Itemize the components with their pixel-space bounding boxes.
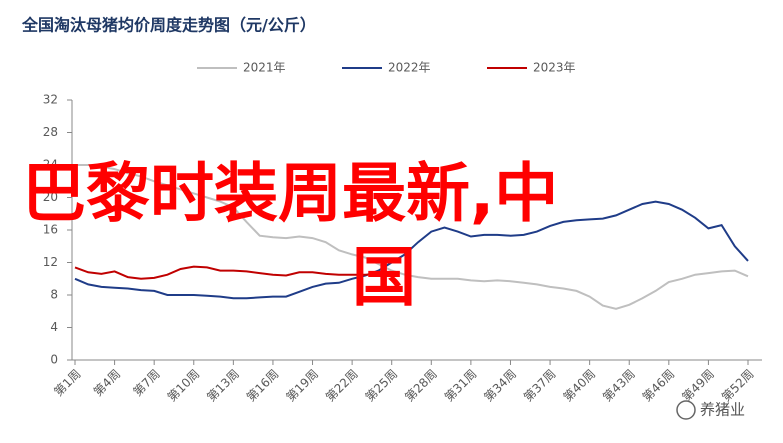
y-tick-label: 8	[50, 288, 58, 302]
x-tick-label: 第46周	[640, 367, 678, 405]
series-line	[74, 265, 379, 280]
series-line	[75, 164, 749, 310]
legend-label: 2022年	[388, 61, 431, 75]
x-tick-label: 第49周	[679, 367, 717, 405]
y-tick-label: 28	[43, 125, 58, 139]
y-tick-label: 12	[43, 255, 58, 269]
overlay-text: 巴黎时装周最新,中	[22, 158, 558, 232]
x-tick-label: 第52周	[719, 367, 757, 405]
legend-label: 2023年	[533, 61, 576, 75]
legend-label: 2021年	[243, 61, 286, 75]
x-tick-label: 第19周	[283, 367, 321, 405]
x-tick-label: 第34周	[481, 367, 519, 405]
x-tick-label: 第1周	[51, 367, 83, 399]
y-tick-label: 4	[50, 320, 58, 334]
x-tick-label: 第40周	[561, 367, 599, 405]
y-tick-label: 0	[50, 353, 58, 367]
overlay-text: 国	[352, 242, 416, 316]
y-tick-label: 16	[43, 223, 58, 237]
watermark: 养猪业	[700, 401, 745, 419]
x-tick-label: 第43周	[600, 367, 638, 405]
y-tick-label: 24	[43, 158, 58, 172]
x-tick-label: 第37周	[521, 367, 559, 405]
x-tick-label: 第25周	[363, 367, 401, 405]
watermark-icon	[676, 400, 696, 420]
x-tick-label: 第4周	[91, 367, 123, 399]
x-tick-label: 第22周	[323, 367, 361, 405]
y-tick-label: 20	[43, 190, 58, 204]
x-tick-label: 第7周	[130, 367, 162, 399]
x-tick-label: 第13周	[204, 367, 242, 405]
y-tick-label: 32	[43, 93, 58, 107]
x-tick-label: 第10周	[165, 367, 203, 405]
x-tick-label: 第31周	[442, 367, 480, 405]
x-tick-label: 第16周	[244, 367, 282, 405]
x-tick-label: 第28周	[402, 367, 440, 405]
series-line	[74, 200, 749, 300]
chart-title: 全国淘汰母猪均价周度走势图（元/公斤）	[21, 16, 316, 35]
